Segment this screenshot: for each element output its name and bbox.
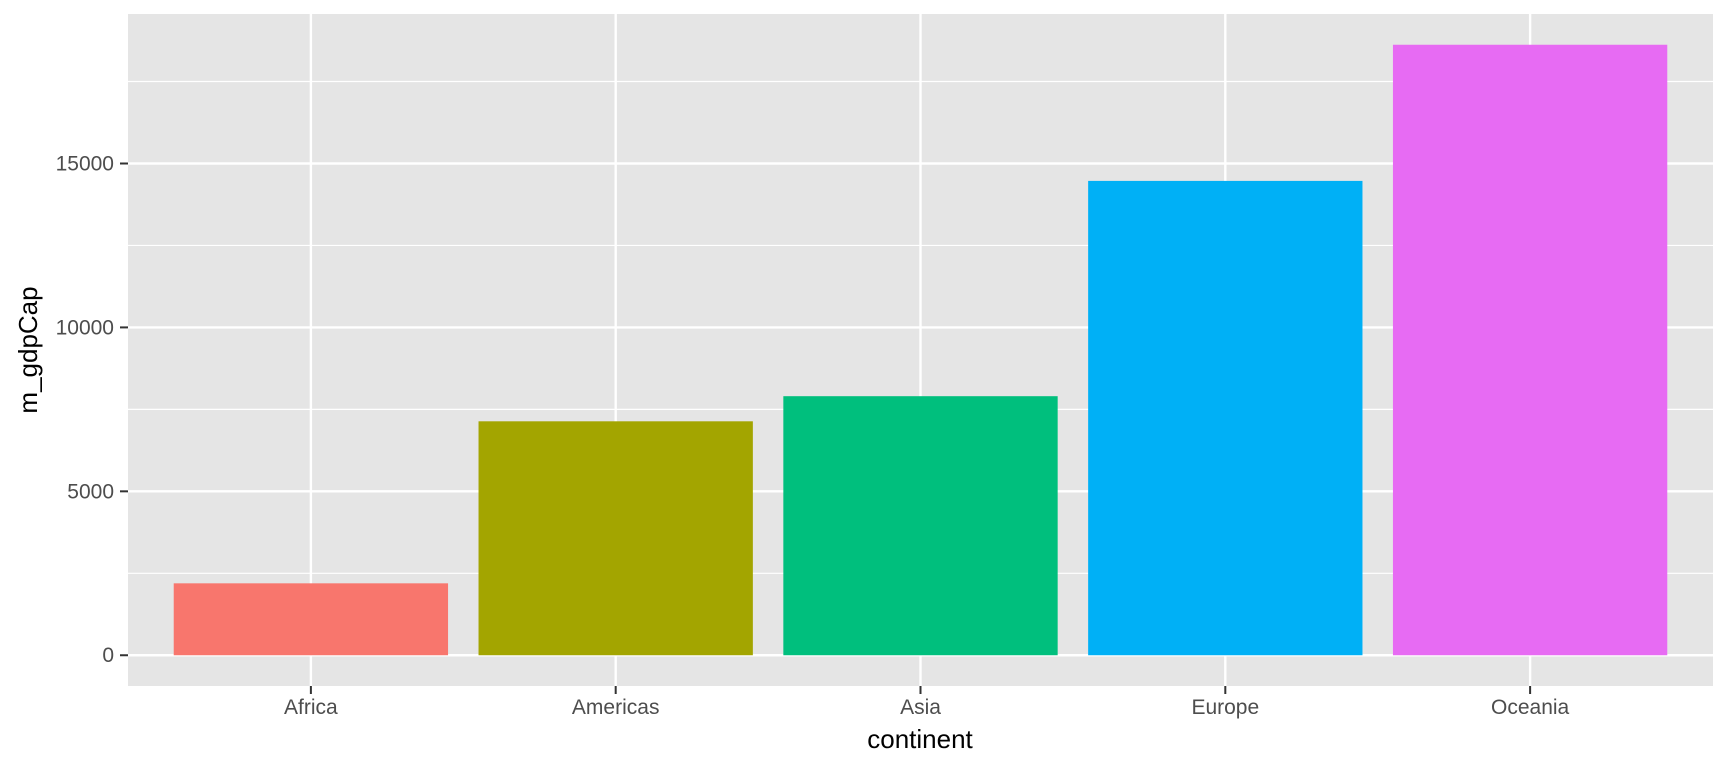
x-axis: Africa Americas Asia Europe Oceania — [284, 686, 1570, 719]
bar-africa — [173, 583, 449, 656]
x-tick-label: Africa — [284, 696, 338, 719]
x-tick-label: Americas — [572, 696, 660, 719]
bars — [173, 44, 1668, 656]
y-axis: 0 5000 10000 15000 — [56, 152, 128, 667]
bar-oceania — [1392, 44, 1668, 656]
y-tick-label: 5000 — [67, 480, 114, 503]
y-tick-label: 15000 — [56, 152, 114, 175]
y-axis-title: m_gdpCap — [13, 286, 43, 413]
x-tick-label: Oceania — [1491, 696, 1570, 719]
bar-asia — [783, 396, 1058, 656]
x-tick-label: Asia — [900, 696, 941, 719]
y-tick-label: 0 — [102, 644, 114, 667]
bar-americas — [478, 421, 753, 656]
x-tick-label: Europe — [1191, 696, 1259, 719]
y-tick-label: 10000 — [56, 316, 114, 339]
bar-europe — [1088, 180, 1363, 656]
x-axis-title: continent — [867, 724, 973, 754]
